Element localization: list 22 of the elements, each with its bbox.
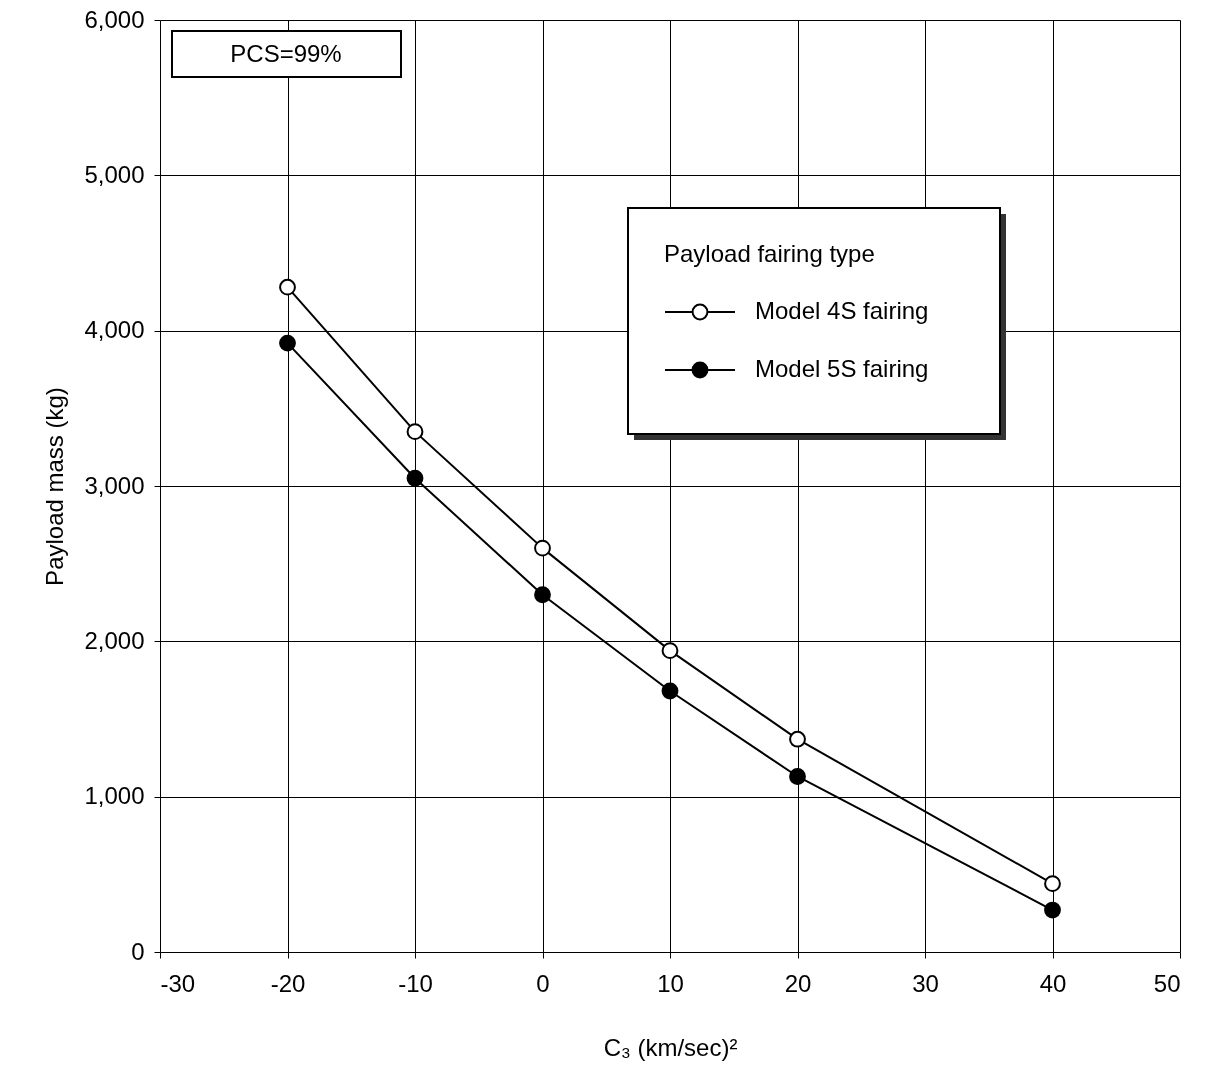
x-tick-label: 10 xyxy=(657,969,684,997)
y-axis-title: Payload mass (kg) xyxy=(41,387,69,586)
y-tick-label: 4,000 xyxy=(84,316,145,344)
y-tick-label: 2,000 xyxy=(84,626,145,654)
legend-title: Payload fairing type xyxy=(664,240,875,267)
x-tick-label: 50 xyxy=(1153,969,1181,997)
x-tick-label: 40 xyxy=(1039,969,1067,997)
x-tick-label: 0 xyxy=(536,969,550,997)
x-tick-label: -30 xyxy=(160,969,196,997)
y-tick-label: 0 xyxy=(131,937,145,965)
x-tick-label: -10 xyxy=(398,969,433,997)
y-tick-label: 3,000 xyxy=(84,471,145,499)
x-axis-title: C₃ (km/sec)² xyxy=(603,1033,738,1061)
annotation: PCS=99% xyxy=(230,40,342,67)
legend-label: Model 5S fairing xyxy=(755,355,929,382)
y-tick-label: 1,000 xyxy=(84,782,145,810)
x-tick-label: -20 xyxy=(270,969,306,997)
legend-label: Model 4S fairing xyxy=(755,297,929,324)
y-tick-label: 5,000 xyxy=(84,160,145,188)
y-tick-label: 6,000 xyxy=(84,5,145,33)
x-tick-label: 30 xyxy=(912,969,939,997)
x-tick-label: 20 xyxy=(784,969,812,997)
